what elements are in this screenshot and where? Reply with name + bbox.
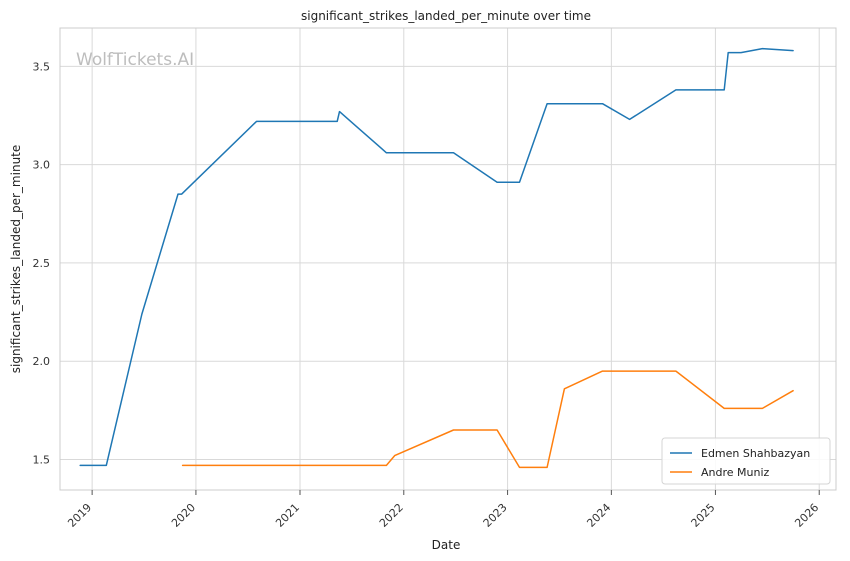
x-tick-label: 2019 <box>65 501 94 530</box>
legend: Edmen Shahbazyan Andre Muniz <box>661 437 831 485</box>
x-axis-title: Date <box>432 538 461 552</box>
grid <box>60 28 836 490</box>
x-tick-label: 2023 <box>481 501 510 530</box>
y-tick-label: 1.5 <box>33 454 51 467</box>
x-tick-label: 2021 <box>273 501 302 530</box>
x-tick-label: 2026 <box>792 501 821 530</box>
legend-label-edmen-shahbazyan: Edmen Shahbazyan <box>701 447 810 460</box>
legend-box <box>661 437 831 485</box>
legend-label-andre-muniz: Andre Muniz <box>701 466 770 479</box>
chart-title: significant_strikes_landed_per_minute ov… <box>301 9 591 23</box>
x-tick-label: 2020 <box>169 501 198 530</box>
series-line-andre-muniz <box>181 370 794 469</box>
y-axis-title: significant_strikes_landed_per_minute <box>9 145 23 374</box>
x-tick-label: 2024 <box>584 501 613 530</box>
y-tick-label: 2.5 <box>33 257 51 270</box>
watermark: WolfTickets.AI <box>76 50 194 70</box>
plot-area-frame <box>59 27 837 491</box>
series-lines <box>79 47 794 469</box>
y-tick-label: 3.0 <box>33 159 51 172</box>
x-tick-label: 2025 <box>689 501 718 530</box>
y-tick-label: 2.0 <box>33 355 51 368</box>
series-line-edmen-shahbazyan <box>79 47 794 467</box>
y-tick-label: 3.5 <box>33 60 51 73</box>
x-tick-label: 2022 <box>377 501 406 530</box>
